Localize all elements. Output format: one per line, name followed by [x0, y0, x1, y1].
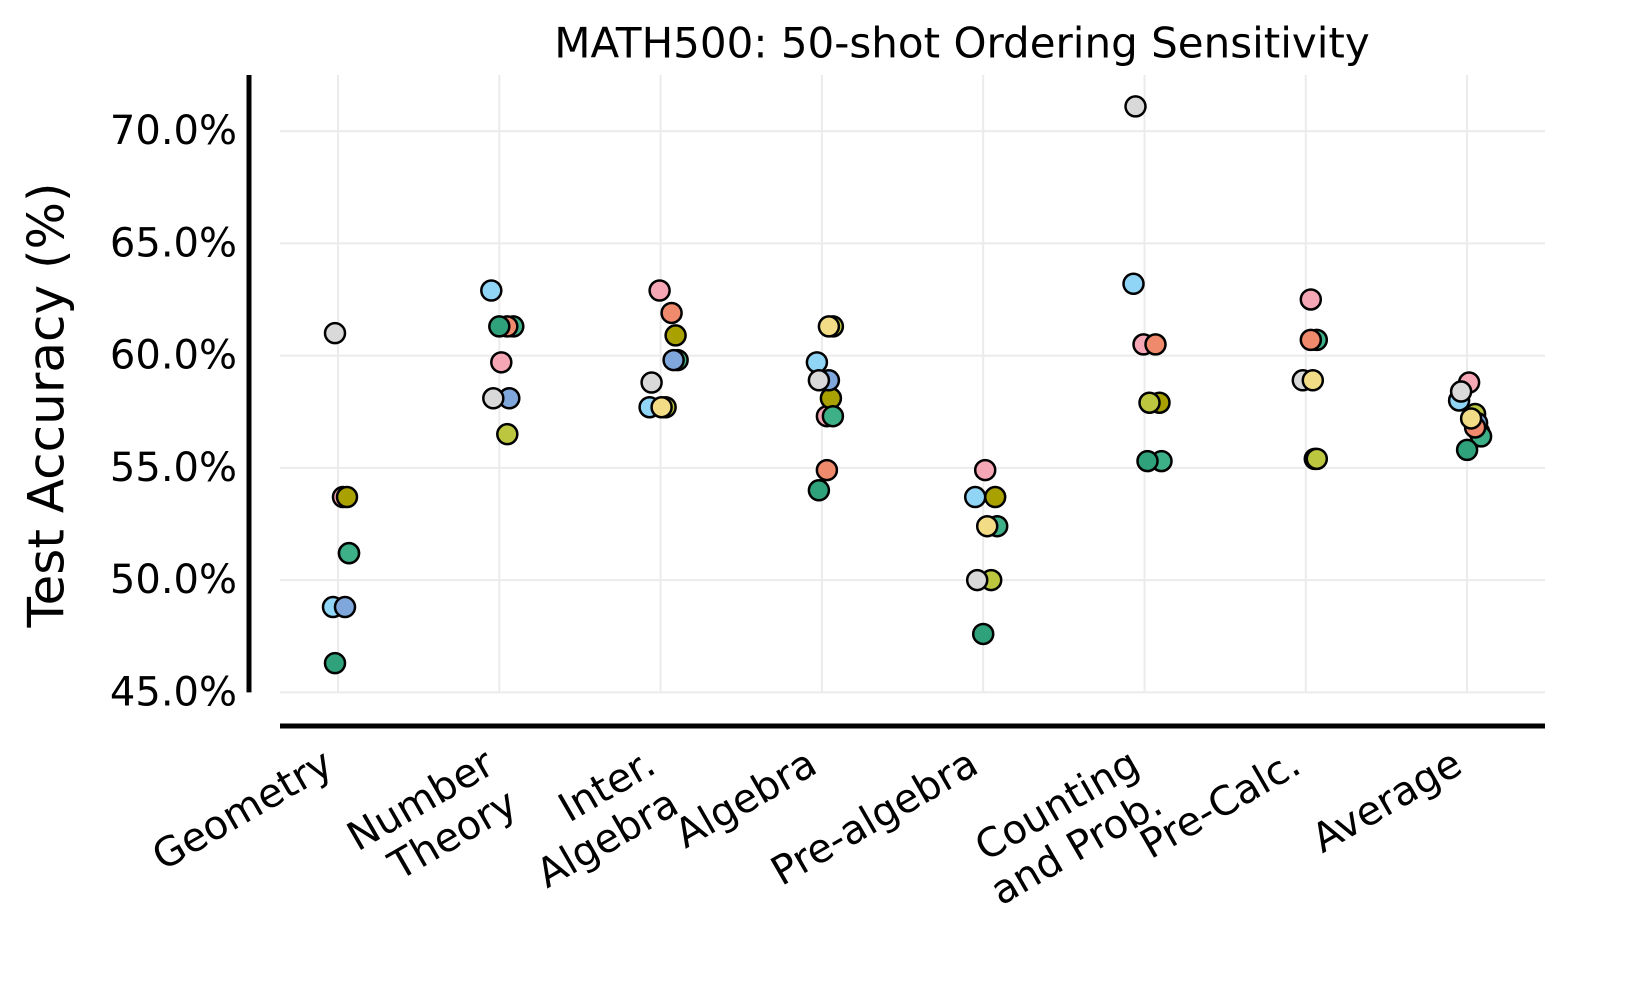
- y-tick-label: 70.0%: [110, 108, 237, 154]
- point: [335, 485, 359, 509]
- point: [662, 348, 685, 372]
- point: [807, 369, 831, 392]
- point: [490, 351, 513, 374]
- y-tick-label: 65.0%: [110, 220, 237, 266]
- grid: [280, 75, 1545, 694]
- point: [1459, 407, 1483, 430]
- point: [664, 324, 687, 347]
- y-axis-label: Test Accuracy (%): [18, 182, 76, 628]
- point: [821, 404, 845, 428]
- y-tick-label: 60.0%: [110, 333, 237, 379]
- x-tick-label: Average: [1304, 740, 1469, 862]
- point: [488, 315, 511, 338]
- y-tick-label: 45.0%: [110, 669, 237, 715]
- point: [323, 321, 347, 345]
- point: [1138, 391, 1161, 414]
- point: [482, 387, 505, 410]
- point: [1449, 380, 1473, 403]
- point: [1455, 438, 1479, 462]
- point: [480, 279, 503, 302]
- point: [1124, 95, 1147, 118]
- point: [640, 371, 663, 394]
- point: [1299, 288, 1323, 311]
- point: [337, 541, 361, 565]
- point: [815, 458, 839, 482]
- point: [973, 458, 997, 482]
- point: [1299, 328, 1323, 352]
- point: [971, 622, 995, 646]
- y-tick-label: 55.0%: [110, 445, 237, 491]
- x-tick-label: Inter.Algebra: [529, 740, 686, 897]
- x-tick-label: Geometry: [145, 740, 341, 880]
- point: [650, 395, 673, 419]
- point: [965, 568, 989, 592]
- point: [1305, 447, 1329, 471]
- point: [496, 422, 519, 446]
- point: [1122, 272, 1145, 296]
- point: [807, 479, 831, 502]
- point: [1136, 449, 1159, 473]
- x-tick-label-line: Average: [1304, 740, 1469, 862]
- point: [648, 279, 671, 302]
- point: [333, 595, 357, 619]
- point: [963, 485, 987, 509]
- chart-title: MATH500: 50-shot Ordering Sensitivity: [554, 19, 1370, 68]
- point: [1144, 333, 1167, 356]
- point: [660, 301, 683, 325]
- point: [817, 315, 841, 338]
- point: [323, 651, 347, 675]
- y-tick-label: 50.0%: [110, 557, 237, 603]
- x-tick-label-line: Geometry: [145, 740, 341, 880]
- point: [1301, 369, 1325, 392]
- point: [983, 485, 1007, 509]
- point: [975, 514, 999, 538]
